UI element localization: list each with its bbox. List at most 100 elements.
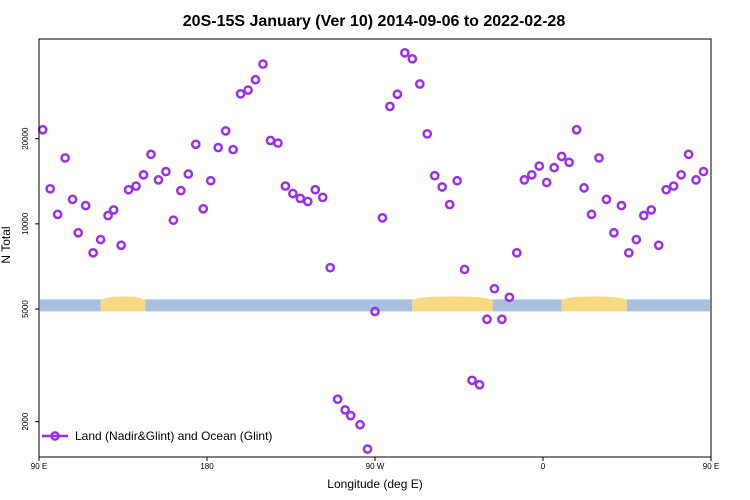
- x-tick-label-1: 180: [200, 462, 214, 471]
- data-point-49: [400, 48, 410, 58]
- data-point-34: [288, 188, 298, 199]
- surface-band: [40, 296, 710, 312]
- data-point-50: [407, 53, 418, 64]
- x-tick-label-4: 90 E: [703, 462, 719, 471]
- band-land-bump-3: [415, 296, 490, 303]
- data-point-8: [95, 234, 106, 245]
- x-axis: 90 E 180 90 W 0 90 E: [31, 457, 719, 471]
- data-point-73: [579, 183, 589, 193]
- data-point-58: [467, 375, 477, 386]
- data-point-68: [541, 177, 552, 188]
- data-point-69: [549, 162, 560, 173]
- data-point-41: [340, 405, 350, 415]
- data-point-5: [73, 227, 84, 238]
- data-point-17: [161, 166, 171, 177]
- band-segment-ocean-6: [627, 299, 710, 312]
- data-point-30: [258, 59, 268, 69]
- data-point-74: [586, 209, 597, 220]
- data-point-75: [594, 153, 604, 163]
- data-point-3: [60, 153, 70, 163]
- data-point-88: [691, 175, 701, 185]
- data-point-59: [474, 379, 485, 390]
- data-point-80: [631, 234, 642, 245]
- data-point-48: [392, 89, 403, 100]
- legend-label: Land (Nadir&Glint) and Ocean (Glint): [75, 429, 272, 443]
- plot-frame: [38, 38, 712, 458]
- data-point-45: [370, 306, 380, 317]
- legend-marker: [50, 431, 60, 441]
- data-point-84: [661, 184, 672, 195]
- data-point-40: [332, 394, 343, 405]
- band-segment-ocean-4: [492, 299, 562, 312]
- data-point-6: [80, 200, 91, 211]
- data-point-65: [519, 175, 530, 185]
- band-land-bump-5: [564, 296, 624, 303]
- data-point-70: [556, 151, 567, 162]
- data-point-27: [235, 88, 246, 99]
- data-point-57: [459, 264, 470, 275]
- data-point-64: [512, 247, 522, 258]
- data-point-56: [452, 175, 462, 186]
- data-point-0: [37, 124, 48, 135]
- data-point-71: [564, 157, 574, 168]
- data-point-33: [280, 181, 291, 191]
- data-point-63: [504, 292, 515, 303]
- data-point-53: [429, 170, 440, 181]
- data-point-20: [183, 169, 194, 179]
- data-point-26: [228, 144, 238, 155]
- data-point-36: [302, 196, 313, 207]
- data-point-79: [624, 247, 634, 258]
- data-point-28: [243, 85, 253, 95]
- data-point-13: [131, 181, 141, 191]
- data-point-37: [310, 184, 321, 195]
- x-tick-label-3: 0: [541, 462, 546, 471]
- data-point-62: [497, 314, 507, 325]
- x-tick-label-2: 90 W: [366, 462, 385, 471]
- data-point-44: [362, 444, 373, 454]
- data-point-16: [153, 175, 164, 185]
- y-tick-label-3: 20000: [21, 127, 30, 150]
- data-point-61: [489, 283, 500, 294]
- data-point-9: [103, 210, 113, 221]
- data-point-29: [250, 74, 261, 85]
- x-tick-label-0: 90 E: [31, 462, 47, 471]
- data-point-81: [638, 210, 649, 221]
- y-axis: 2000 5000 10000 20000: [21, 127, 39, 431]
- legend: Land (Nadir&Glint) and Ocean (Glint): [42, 429, 272, 443]
- band-segment-land-5: [561, 299, 627, 312]
- data-point-60: [482, 314, 492, 325]
- data-point-24: [213, 142, 224, 153]
- data-point-1: [45, 183, 56, 194]
- data-point-23: [205, 175, 216, 186]
- data-point-32: [273, 138, 283, 148]
- data-point-2: [52, 209, 63, 220]
- y-tick-label-1: 5000: [21, 300, 30, 318]
- data-point-39: [325, 262, 336, 273]
- data-point-25: [220, 126, 231, 136]
- band-land-bump-1: [103, 296, 143, 303]
- data-points: [37, 48, 709, 454]
- data-point-12: [123, 184, 134, 195]
- y-tick-label-0: 2000: [21, 412, 30, 430]
- data-point-47: [385, 101, 395, 112]
- data-point-86: [676, 169, 686, 180]
- data-point-11: [116, 240, 126, 251]
- band-segment-land-3: [412, 299, 493, 312]
- band-segment-land-1: [100, 299, 146, 312]
- data-point-7: [88, 247, 98, 258]
- data-point-19: [176, 185, 186, 196]
- data-point-35: [295, 193, 306, 204]
- chart-title: 20S-15S January (Ver 10) 2014-09-06 to 2…: [183, 13, 566, 30]
- data-point-43: [355, 419, 365, 430]
- data-point-14: [138, 169, 149, 180]
- x-axis-label: Longitude (deg E): [327, 477, 422, 491]
- data-point-72: [571, 124, 582, 135]
- data-point-82: [646, 205, 657, 215]
- y-axis-label: N Total: [0, 226, 13, 263]
- band-segment-ocean-0: [40, 299, 101, 312]
- data-point-67: [534, 161, 545, 171]
- data-point-21: [190, 139, 201, 150]
- data-point-89: [698, 166, 709, 177]
- data-point-31: [265, 135, 276, 146]
